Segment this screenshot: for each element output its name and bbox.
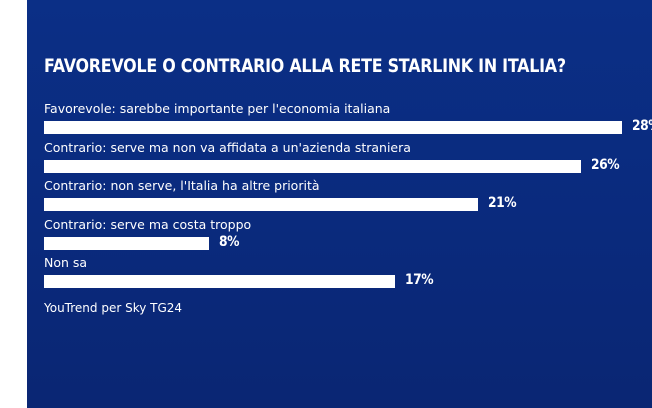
bar xyxy=(44,121,622,134)
bar-category-label: Contrario: serve ma non va affidata a un… xyxy=(44,139,411,155)
bar xyxy=(44,236,209,250)
bar-row: Contrario: serve ma costa troppo 8% xyxy=(44,217,652,256)
chart-title: FAVOREVOLE O CONTRARIO ALLA RETE STARLIN… xyxy=(44,56,566,77)
bar-category-label: Contrario: non serve, l'Italia ha altre … xyxy=(44,178,320,193)
bar-category-label: Favorevole: sarebbe importante per l'eco… xyxy=(44,101,391,116)
bar xyxy=(44,198,478,211)
bar-row: Contrario: serve ma non va affidata a un… xyxy=(44,140,652,179)
bar-row: Favorevole: sarebbe importante per l'eco… xyxy=(44,101,652,140)
bar xyxy=(44,275,395,288)
bar-value-label: 28% xyxy=(632,118,652,134)
bar-value-label: 17% xyxy=(405,272,434,288)
bar-row: Contrario: non serve, l'Italia ha altre … xyxy=(44,178,652,217)
chart-source: YouTrend per Sky TG24 xyxy=(44,301,183,315)
bar-value-label: 8% xyxy=(219,233,240,250)
bar-category-label: Non sa xyxy=(44,255,88,270)
bar xyxy=(44,159,581,173)
bar-category-label: Contrario: serve ma costa troppo xyxy=(44,216,252,232)
chart-panel: FAVOREVOLE O CONTRARIO ALLA RETE STARLIN… xyxy=(27,0,652,408)
bar-rows: Favorevole: sarebbe importante per l'eco… xyxy=(44,101,652,294)
bar-value-label: 26% xyxy=(591,156,620,173)
bar-value-label: 21% xyxy=(488,195,517,211)
bar-row: Non sa 17% xyxy=(44,255,652,294)
